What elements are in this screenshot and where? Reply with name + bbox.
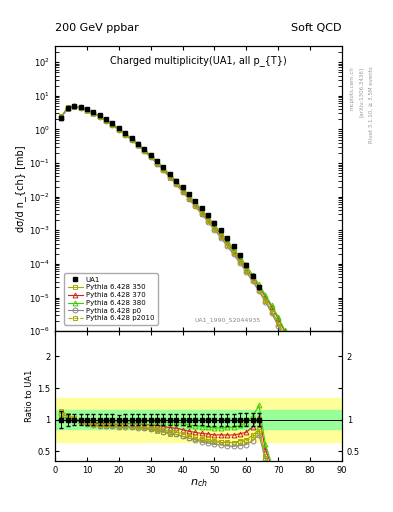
X-axis label: $n_{ch}$: $n_{ch}$ [189,477,208,489]
Bar [55,410,342,429]
Text: 200 GeV ppbar: 200 GeV ppbar [55,23,139,33]
Bar [55,398,342,442]
Y-axis label: Ratio to UA1: Ratio to UA1 [25,370,34,422]
Legend: UA1, Pythia 6.428 350, Pythia 6.428 370, Pythia 6.428 380, Pythia 6.428 p0, Pyth: UA1, Pythia 6.428 350, Pythia 6.428 370,… [64,273,158,325]
Text: [arXiv:1306.3436]: [arXiv:1306.3436] [359,67,364,117]
Text: Charged multiplicity(UA1, all p_{T}): Charged multiplicity(UA1, all p_{T}) [110,55,287,66]
Text: Rivet 3.1.10, ≥ 3.5M events: Rivet 3.1.10, ≥ 3.5M events [369,67,374,143]
Text: UA1_1990_S2044935: UA1_1990_S2044935 [194,317,260,323]
Text: mcplots.cern.ch: mcplots.cern.ch [349,67,354,111]
Text: Soft QCD: Soft QCD [292,23,342,33]
Y-axis label: dσ/d n_{ch} [mb]: dσ/d n_{ch} [mb] [15,145,26,232]
